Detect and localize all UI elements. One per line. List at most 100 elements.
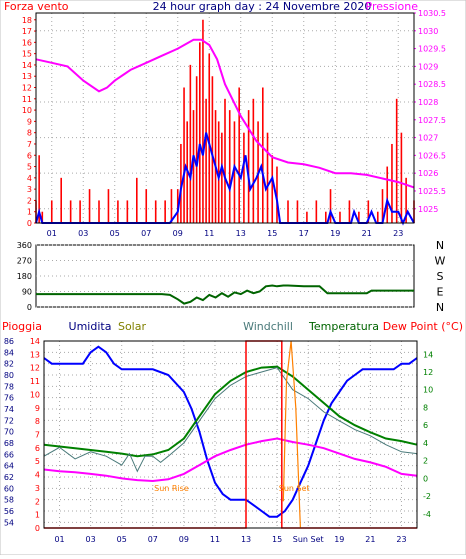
windchill-line — [43, 367, 418, 473]
humidity-tick-label: 56 — [4, 507, 14, 516]
wind-tick-label: 4 — [27, 174, 32, 183]
pressure-tick-label: 1025.5 — [418, 187, 446, 196]
temperature-tick-label: 6 — [423, 421, 428, 430]
humidity-tick-label: 74 — [4, 405, 14, 414]
hour-tick-label: 17 — [299, 229, 309, 238]
wind-tick-label: 17 — [22, 27, 32, 36]
plot-frame — [35, 244, 415, 308]
pressure-tick-label: 1027.5 — [418, 116, 446, 125]
wind-tick-label: 16 — [22, 38, 32, 47]
temperature-tick-label: 8 — [423, 403, 428, 412]
hour-tick-label: 13 — [241, 535, 251, 544]
hour-tick-label: 13 — [236, 229, 246, 238]
hour-tick-label: 19 — [330, 229, 340, 238]
wind-tick-label: 7 — [27, 140, 32, 149]
temperature-tick-label: 2 — [423, 457, 428, 466]
header-title: 24 hour graph day : 24 Novembre 2020 — [153, 0, 372, 13]
legend-header: Umidita — [69, 320, 112, 333]
hour-tick-label: 21 — [362, 229, 372, 238]
temperature-tick-label: 12 — [423, 368, 433, 377]
humidity-tick-label: 82 — [4, 360, 14, 369]
rain-tick-label: 0 — [35, 524, 40, 533]
temperature-tick-label: 10 — [423, 386, 433, 395]
rain-tick-label: 12 — [30, 364, 40, 373]
humidity-tick-label: 70 — [4, 428, 14, 437]
direction-tick-label: 270 — [17, 257, 32, 266]
pressure-tick-label: 1025 — [418, 205, 438, 214]
legend-header: Solar — [118, 320, 147, 333]
compass-label: W — [435, 255, 446, 268]
rain-tick-label: 11 — [30, 377, 40, 386]
pressure-tick-label: 1029.5 — [418, 45, 446, 54]
humidity-tick-label: 72 — [4, 416, 14, 425]
wind-tick-label: 0 — [27, 219, 32, 228]
plot-frame — [35, 12, 415, 224]
temperature-tick-label: 0 — [423, 474, 428, 483]
wind-tick-label: 13 — [22, 72, 32, 81]
legend-header: Pioggia — [2, 320, 42, 333]
humidity-tick-label: 78 — [4, 382, 14, 391]
rain-tick-label: 14 — [30, 337, 40, 346]
header-pressure-label: Pressione — [366, 0, 419, 13]
rain-tick-label: 10 — [30, 390, 40, 399]
rain-tick-label: 6 — [35, 444, 40, 453]
pressure-tick-label: 1027 — [418, 134, 438, 143]
hour-tick-label: 19 — [334, 535, 344, 544]
hour-tick-label: 15 — [272, 535, 282, 544]
sun-rise-label: Sun Rise — [154, 484, 189, 493]
pressure-line — [35, 38, 415, 189]
humidity-tick-label: 84 — [4, 348, 14, 357]
hour-tick-label: 11 — [210, 535, 220, 544]
wind-pressure-chart: 012345678910111213141516171810251025.510… — [22, 9, 446, 238]
humidity-tick-label: 64 — [4, 462, 14, 471]
humidity-tick-label: 54 — [4, 518, 14, 527]
humidity-tick-label: 68 — [4, 439, 14, 448]
wind-tick-label: 1 — [27, 208, 32, 217]
pressure-tick-label: 1028 — [418, 98, 438, 107]
pressure-tick-label: 1030 — [418, 27, 438, 36]
compass-label: E — [437, 286, 444, 299]
compass-label: S — [437, 270, 444, 283]
hour-tick-label: Sun Set — [293, 535, 324, 544]
humidity-tick-label: 76 — [4, 394, 14, 403]
rain-tick-label: 3 — [35, 484, 40, 493]
hour-tick-label: 03 — [86, 535, 96, 544]
hour-tick-label: 15 — [267, 229, 277, 238]
wind-tick-label: 18 — [22, 16, 32, 25]
hour-tick-label: 07 — [141, 229, 151, 238]
compass-label: N — [436, 301, 444, 314]
pressure-tick-label: 1030.5 — [418, 9, 446, 18]
wind-tick-label: 15 — [22, 50, 32, 59]
direction-tick-label: 360 — [17, 241, 32, 250]
hour-tick-label: 07 — [148, 535, 158, 544]
rain-tick-label: 7 — [35, 431, 40, 440]
temperature-tick-label: -4 — [423, 510, 431, 519]
humidity-tick-label: 66 — [4, 450, 14, 459]
hour-tick-label: 05 — [110, 229, 120, 238]
wind-tick-label: 11 — [22, 95, 32, 104]
wind-tick-label: 14 — [22, 61, 32, 70]
hour-tick-label: 01 — [47, 229, 57, 238]
pressure-tick-label: 1029 — [418, 62, 438, 71]
humidity-line — [43, 345, 418, 518]
rain-tick-label: 4 — [35, 471, 40, 480]
hour-tick-label: 01 — [54, 535, 64, 544]
hour-tick-label: 09 — [179, 535, 189, 544]
humidity-tick-label: 60 — [4, 484, 14, 493]
humidity-tick-label: 80 — [4, 371, 14, 380]
rain-tick-label: 1 — [35, 511, 40, 520]
hour-tick-label: 09 — [173, 229, 183, 238]
wind-tick-label: 10 — [22, 106, 32, 115]
wind-tick-label: 2 — [27, 196, 32, 205]
hour-tick-label: 05 — [117, 535, 127, 544]
wind-tick-label: 6 — [27, 151, 32, 160]
rain-tick-label: 8 — [35, 417, 40, 426]
direction-tick-label: 180 — [17, 272, 32, 281]
humidity-tick-label: 86 — [4, 337, 14, 346]
wind-tick-label: 3 — [27, 185, 32, 194]
legend-header: Dew Point (°C) — [383, 320, 463, 333]
pressure-tick-label: 1026.5 — [418, 151, 446, 160]
